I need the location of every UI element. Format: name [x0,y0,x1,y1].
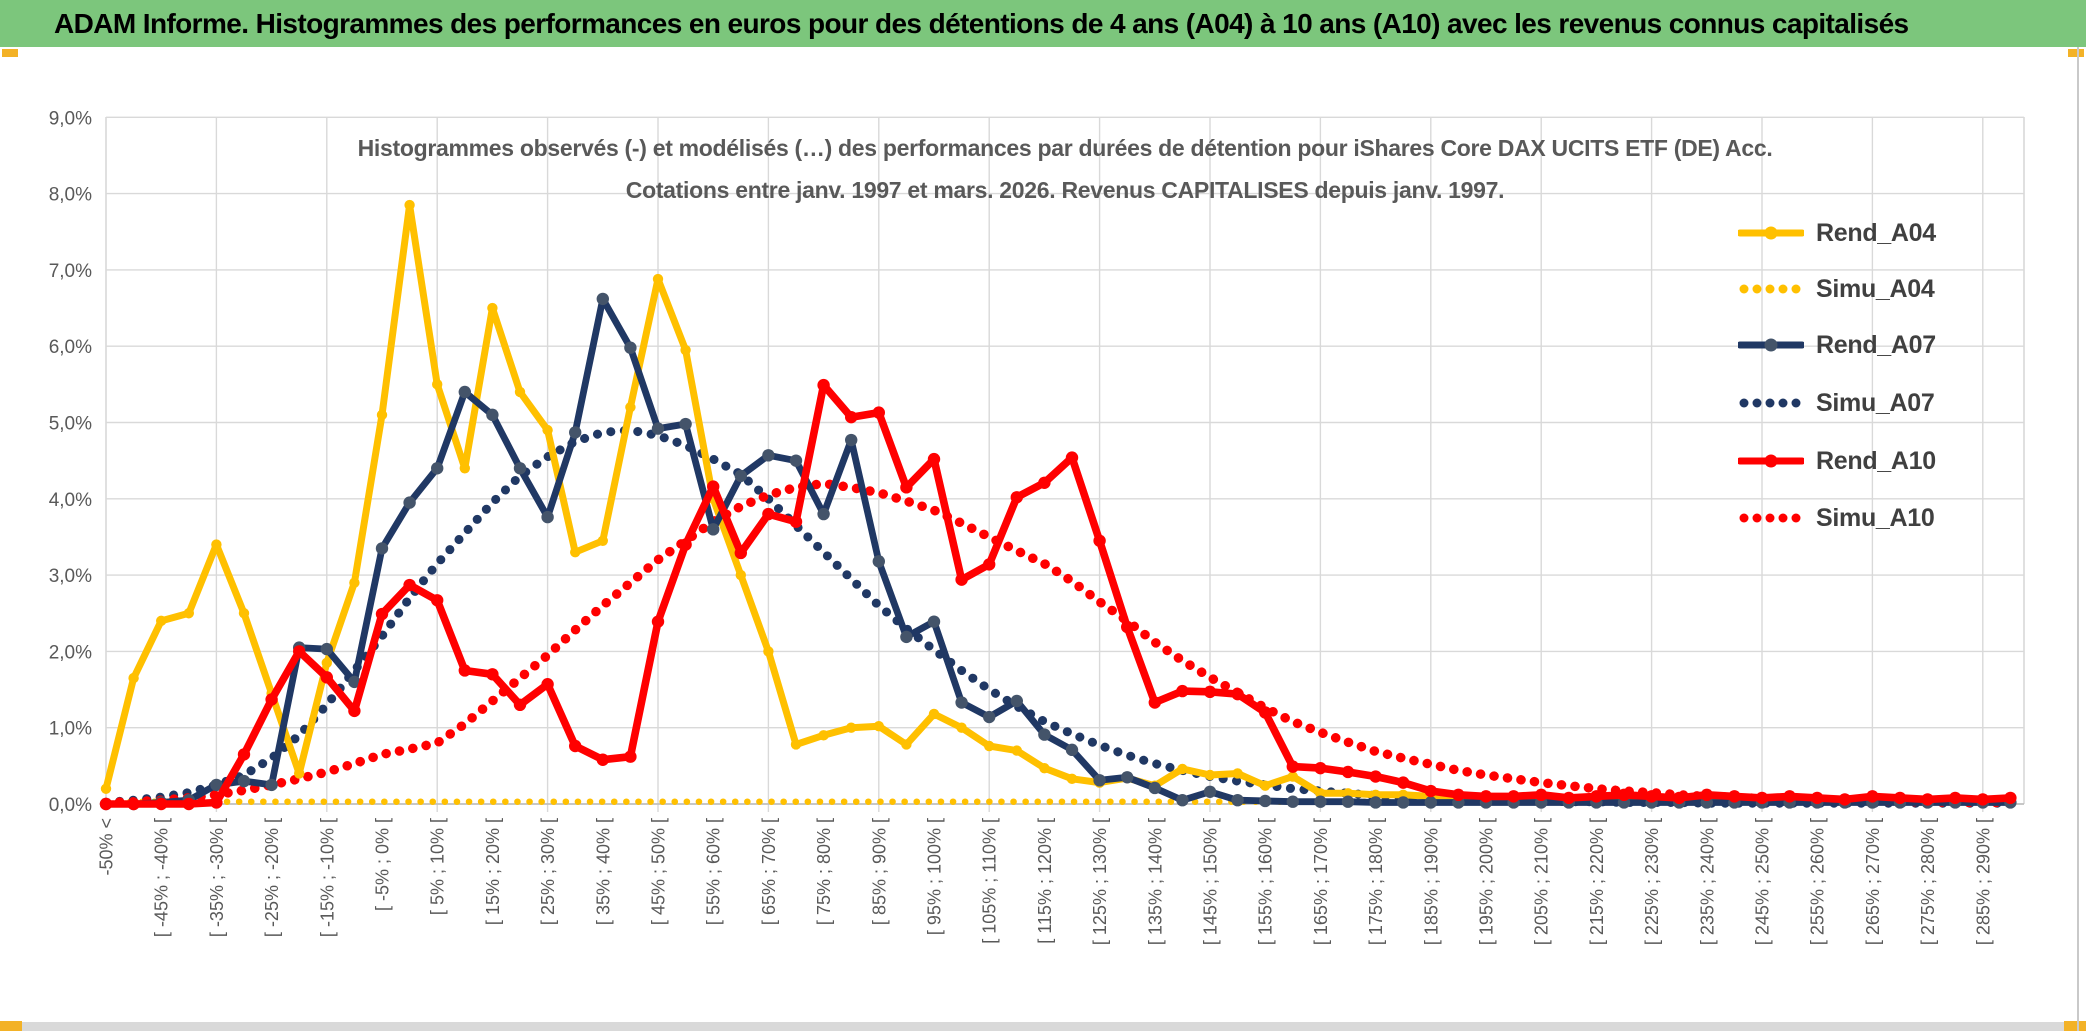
x-tick-label: [ 145% ; 150% [ [1201,818,1221,945]
chart-panel: Histogrammes observés (-) et modélisés (… [0,47,2086,1031]
legend-label: Simu_A07 [1816,388,1935,417]
x-tick-label: [ 285% ; 290% [ [1973,818,1993,945]
x-tick-label: [ -5% ; 0% [ [373,818,393,911]
legend-label: Rend_A10 [1816,446,1936,475]
x-tick-label: [ 175% ; 180% [ [1366,818,1386,945]
x-tick-label: [ 195% ; 200% [ [1477,818,1497,945]
selection-handle-top-right [2068,49,2084,57]
y-tick-label: 4,0% [49,490,92,511]
legend-solid-line-icon [1738,338,1804,352]
series-rend_a10 [99,378,2017,811]
y-tick-label: 7,0% [49,261,92,282]
legend-label: Rend_A04 [1816,218,1936,247]
x-tick-label: [ 45% ; 50% [ [649,818,669,925]
chart-title-line1: Histogrammes observés (-) et modélisés (… [357,135,1773,161]
x-tick-label: [ 85% ; 90% [ [869,818,889,925]
legend-dotted-line-icon [1739,513,1801,523]
y-tick-label: 8,0% [49,185,92,206]
x-tick-label: [ 265% ; 270% [ [1863,818,1883,945]
x-tick-label: [ 65% ; 70% [ [759,818,779,925]
x-tick-label: [ 155% ; 160% [ [1256,818,1276,945]
x-tick-label: [ 205% ; 210% [ [1532,818,1552,945]
y-axis-labels: 0,0% 1,0% 2,0% 3,0% 4,0% 5,0% 6,0% 7,0% 8,0% 9,0% [49,108,92,816]
selection-handle-top-left [2,49,18,57]
gridlines [106,116,2024,812]
legend-item-rend_a10: Rend_A10 [1738,447,1936,475]
x-tick-label: [ -25% ; -20% [ [262,818,282,937]
legend-solid-line-icon [1738,226,1804,240]
x-tick-label: [ 165% ; 170% [ [1311,818,1331,945]
x-tick-label: [ 95% ; 100% [ [925,818,945,935]
legend-item-simu_a04: Simu_A04 [1738,275,1935,303]
legend-item-simu_a07: Simu_A07 [1738,389,1935,417]
bottom-divider [22,1022,2064,1031]
y-tick-label: 1,0% [49,719,92,740]
selection-handle-bottom-right [2064,1021,2086,1031]
y-tick-label: 0,0% [49,795,92,816]
x-tick-label: [ -35% ; -30% [ [207,818,227,937]
x-tick-label: [ 215% ; 220% [ [1587,818,1607,945]
x-tick-label: [ 5% ; 10% [ [428,818,448,915]
selection-handle-bottom-left [0,1021,22,1031]
x-tick-label: [ 75% ; 80% [ [814,818,834,925]
legend-label: Rend_A07 [1816,330,1936,359]
chart-title-block: Histogrammes observés (-) et modélisés (… [106,127,2024,211]
legend-label: Simu_A10 [1816,503,1935,532]
legend-solid-line-icon [1738,454,1804,468]
series-rend_a04 [100,199,2016,807]
y-tick-label: 3,0% [49,566,92,587]
series-rend_a07 [99,292,2017,811]
x-tick-label: [ 115% ; 120% [ [1035,818,1055,944]
y-tick-label: 6,0% [49,337,92,358]
legend-item-rend_a04: Rend_A04 [1738,219,1936,247]
legend-item-rend_a07: Rend_A07 [1738,331,1936,359]
x-tick-label: [ 185% ; 190% [ [1421,818,1441,945]
x-tick-label: [ 245% ; 250% [ [1753,818,1773,945]
legend-dotted-line-icon [1739,284,1801,294]
x-axis-labels: -50% < [ -45% ; -40% [ [ -35% ; -30% [ [ -2… [97,818,1994,945]
x-tick-label: [ 25% ; 30% [ [538,818,558,925]
x-tick-label: [ 135% ; 140% [ [1145,818,1165,945]
series-simu_a07 [101,425,2015,808]
x-tick-label: [ 235% ; 240% [ [1697,818,1717,945]
x-tick-label: [ 55% ; 60% [ [704,818,724,925]
x-tick-label: [ 15% ; 20% [ [483,818,503,925]
y-tick-label: 9,0% [49,108,92,129]
chart-canvas: 0,0% 1,0% 2,0% 3,0% 4,0% 5,0% 6,0% 7,0% 8,0% 9,0%… [49,108,2025,945]
chart-title-line2: Cotations entre janv. 1997 et mars. 2026… [625,177,1505,203]
x-tick-label: -50% < [97,818,117,876]
x-tick-label: [ -15% ; -10% [ [317,818,337,937]
page-banner: ADAM Informe. Histogrammes des performan… [0,0,2086,47]
legend-label: Simu_A04 [1816,274,1935,303]
x-tick-label: [ -45% ; -40% [ [152,818,172,937]
x-tick-label: [ 275% ; 280% [ [1918,818,1938,945]
x-tick-label: [ 125% ; 130% [ [1090,818,1110,945]
legend-dotted-line-icon [1739,398,1801,408]
x-tick-label: [ 225% ; 230% [ [1642,818,1662,945]
banner-title: ADAM Informe. Histogrammes des performan… [54,7,1909,39]
panel-border-right [2077,47,2079,1031]
y-tick-label: 5,0% [49,414,92,435]
x-tick-label: [ 105% ; 110% [ [980,818,1000,944]
x-tick-label: [ 35% ; 40% [ [593,818,613,925]
x-tick-label: [ 255% ; 260% [ [1808,818,1828,945]
legend-item-simu_a10: Simu_A10 [1738,504,1935,532]
y-tick-label: 2,0% [49,642,92,663]
